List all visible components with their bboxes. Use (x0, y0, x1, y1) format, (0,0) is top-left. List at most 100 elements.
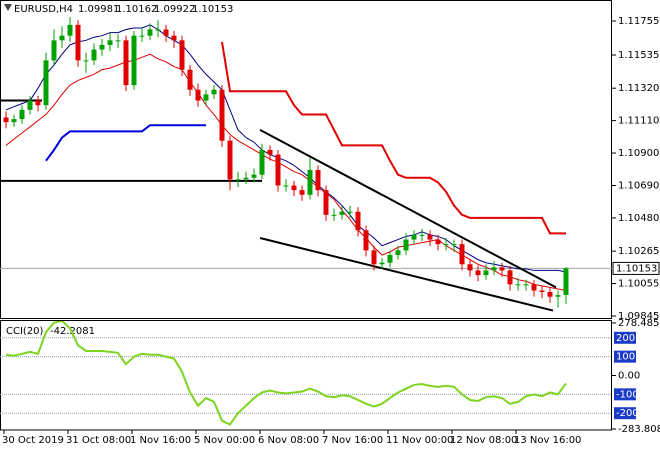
candle-body (323, 190, 329, 215)
candle-body (83, 60, 89, 62)
header-low: 1.09922 (154, 4, 195, 15)
candle-body (339, 211, 345, 215)
candle-body (411, 234, 417, 240)
cci-name: CCI(20) (6, 326, 44, 337)
candle-body (547, 292, 553, 297)
candle-body (531, 284, 537, 291)
candle-body (19, 109, 25, 120)
trend-line (259, 129, 557, 289)
trend-line (259, 237, 554, 312)
candle-body (355, 211, 361, 231)
y-tick-label: 278.4853 (618, 318, 660, 329)
candle-body (107, 40, 113, 45)
cci-panel-border (0, 320, 612, 431)
candle-body (187, 69, 193, 90)
y-tick-label: 1.10900 (618, 148, 659, 159)
candle-body (475, 270, 481, 276)
candle-body (563, 268, 569, 295)
header-open: 1.09981 (78, 4, 119, 15)
symbol-icon (4, 4, 12, 11)
candle-body (347, 211, 353, 213)
candle-body (275, 154, 281, 186)
level-label-box (614, 407, 636, 420)
candle-body (91, 49, 97, 61)
y-tick-label: 1.10690 (618, 180, 659, 191)
candle-body (251, 174, 257, 178)
price-tag: 1.10153 (616, 263, 657, 274)
candle-body (443, 244, 449, 246)
candle-body (99, 44, 105, 50)
candle-body (75, 24, 81, 61)
candle-body (515, 284, 521, 286)
candle-body (427, 234, 433, 240)
candle-body (379, 262, 385, 265)
y-tick-label: 1.09845 (618, 311, 659, 322)
candle-body (155, 29, 161, 31)
x-tick-label: 30 Oct 2019 (2, 435, 64, 446)
candle-body (483, 270, 489, 276)
candle-body (179, 40, 185, 70)
candle-body (331, 214, 337, 216)
candle-body (283, 185, 289, 187)
x-tick-label: 6 Nov 08:00 (258, 435, 319, 446)
candle-body (363, 230, 369, 251)
candle-body (219, 89, 225, 141)
candle-body (195, 89, 201, 101)
main-panel-border (0, 0, 612, 319)
indicator-line (221, 41, 566, 235)
candle-body (403, 239, 409, 251)
candle-body (123, 40, 129, 86)
y-tick-label: 1.10265 (618, 246, 659, 257)
level-label: -100 (616, 389, 639, 400)
y-tick-label: 1.11755 (618, 16, 659, 27)
candle-body (267, 149, 273, 155)
candle-body (27, 100, 33, 110)
candle-body (459, 244, 465, 265)
candle-body (467, 264, 473, 271)
header-close: 1.10153 (192, 4, 233, 15)
candle-body (371, 250, 377, 265)
y-tick-label: 1.11320 (618, 83, 659, 94)
x-tick-label: 1 Nov 16:00 (130, 435, 191, 446)
candle-body (147, 29, 153, 36)
y-tick-label: 1.11110 (618, 116, 659, 127)
candle-body (227, 140, 233, 180)
candle-body (395, 250, 401, 255)
candle-body (51, 40, 57, 61)
x-tick-label: 7 Nov 16:00 (322, 435, 383, 446)
candle-body (555, 295, 561, 297)
candle-body (211, 89, 217, 95)
indicator-line (5, 24, 567, 273)
candle-body (43, 60, 49, 106)
indicator-line (45, 124, 206, 162)
candle-body (523, 284, 529, 286)
candle-body (243, 177, 249, 180)
candle-body (315, 170, 321, 191)
candle-body (499, 267, 505, 271)
candle-body (307, 170, 313, 195)
x-tick-label: 11 Nov 00:00 (386, 435, 453, 446)
candle-body (451, 244, 457, 246)
y-tick-label: 0.00 (618, 370, 640, 381)
y-tick-label: 1.10480 (618, 213, 659, 224)
x-tick-label: 13 Nov 16:00 (514, 435, 581, 446)
level-label-box (614, 350, 636, 363)
candle-body (419, 234, 425, 236)
level-label: -200 (616, 408, 639, 419)
indicator-line (5, 53, 567, 292)
price-tag-box (612, 261, 660, 275)
candle-body (435, 239, 441, 245)
candle-body (387, 254, 393, 263)
candle-body (67, 24, 73, 36)
symbol: EURUSD,H4 (14, 4, 73, 15)
level-label: 200 (616, 333, 635, 344)
level-label-box (614, 388, 636, 401)
candle-body (11, 119, 17, 123)
candle-body (139, 35, 145, 37)
candle-body (59, 35, 65, 41)
candle-body (235, 179, 241, 181)
cci-line (5, 321, 567, 426)
x-tick-label: 12 Nov 08:00 (450, 435, 517, 446)
candle-body (507, 270, 513, 285)
